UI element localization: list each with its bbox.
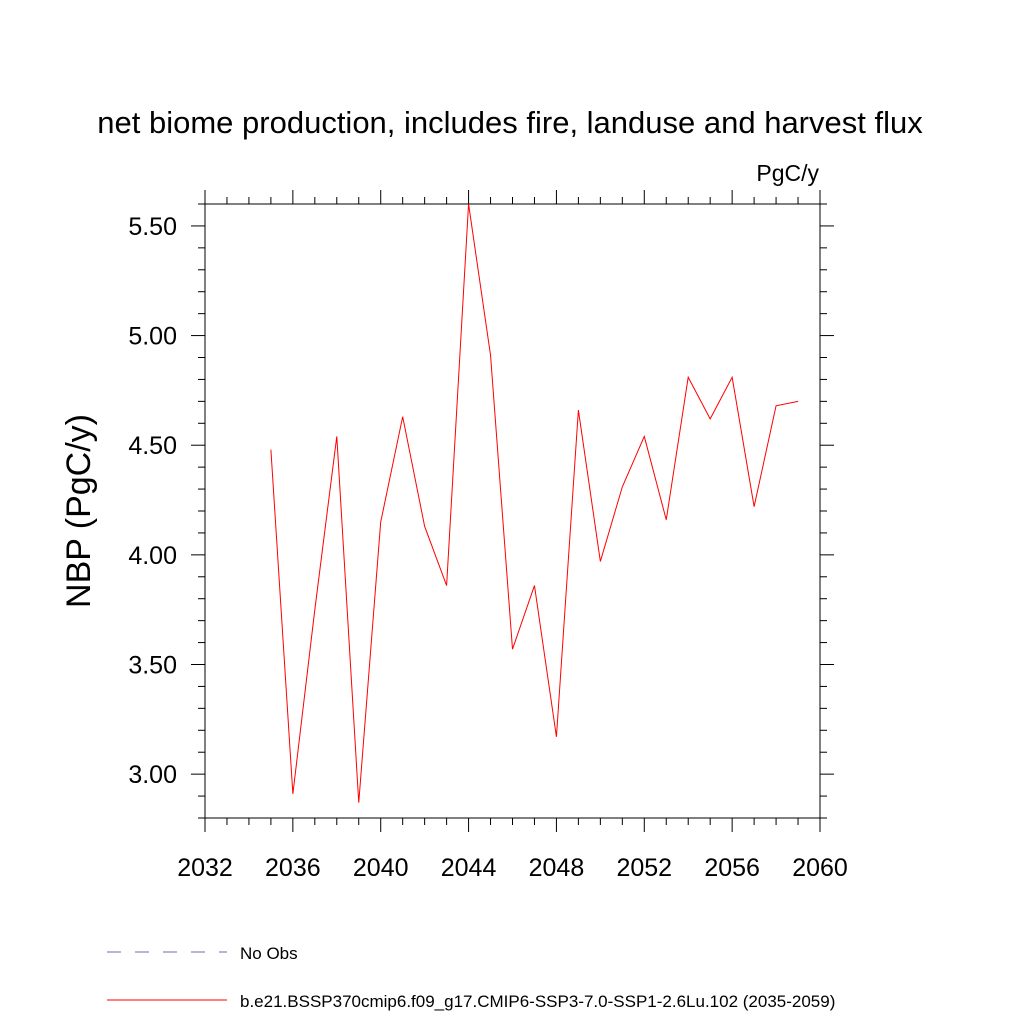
axis-ticks: [191, 190, 834, 832]
series-layer: [270, 203, 799, 803]
x-tick-label: 2056: [704, 854, 760, 882]
data-point: [666, 519, 667, 520]
legend-label: No Obs: [240, 944, 298, 963]
x-tick-label: 2044: [441, 854, 497, 882]
data-point: [775, 405, 776, 406]
y-tick-label: 3.00: [128, 761, 177, 789]
x-tick-label: 2052: [616, 854, 672, 882]
data-point: [292, 793, 293, 794]
chart-title: net biome production, includes fire, lan…: [97, 105, 923, 140]
x-tick-label: 2036: [265, 854, 321, 882]
y-tick-label: 4.50: [128, 432, 177, 460]
data-point: [270, 449, 271, 450]
legend: No Obs b.e21.BSSP370cmip6.f09_g17.CMIP6-S…: [107, 944, 835, 1011]
data-point: [556, 736, 557, 737]
y-tick-label: 5.00: [128, 323, 177, 351]
data-point: [688, 377, 689, 378]
y-tick-label: 3.50: [128, 652, 177, 680]
data-point: [578, 410, 579, 411]
axis-tick-labels: 2032 2036 2040 2044 2048 2052 2056 2060 3.00 3.50…: [128, 213, 847, 882]
x-tick-label: 2060: [792, 854, 848, 882]
data-point: [732, 377, 733, 378]
data-point: [336, 436, 337, 437]
data-point: [710, 418, 711, 419]
data-point: [446, 585, 447, 586]
series-line: [270, 203, 799, 803]
data-point: [490, 355, 491, 356]
data-point: [512, 649, 513, 650]
plot-frame: [204, 203, 821, 819]
data-point: [622, 486, 623, 487]
x-tick-label: 2040: [353, 854, 409, 882]
data-point: [402, 416, 403, 417]
data-point: [314, 609, 315, 610]
data-point: [468, 203, 469, 204]
units-label: PgC/y: [756, 160, 819, 186]
y-tick-label: 5.50: [128, 213, 177, 241]
data-point: [754, 506, 755, 507]
legend-label: b.e21.BSSP370cmip6.f09_g17.CMIP6-SSP3-7.…: [240, 992, 835, 1011]
data-point: [380, 521, 381, 522]
x-tick-label: 2032: [177, 854, 233, 882]
data-point: [358, 802, 359, 803]
data-point: [797, 401, 798, 402]
data-point: [644, 436, 645, 437]
data-point: [534, 585, 535, 586]
x-tick-label: 2048: [529, 854, 585, 882]
y-tick-label: 4.00: [128, 542, 177, 570]
data-point: [424, 526, 425, 527]
y-axis-label: NBP (PgC/y): [60, 414, 98, 608]
data-point: [600, 561, 601, 562]
